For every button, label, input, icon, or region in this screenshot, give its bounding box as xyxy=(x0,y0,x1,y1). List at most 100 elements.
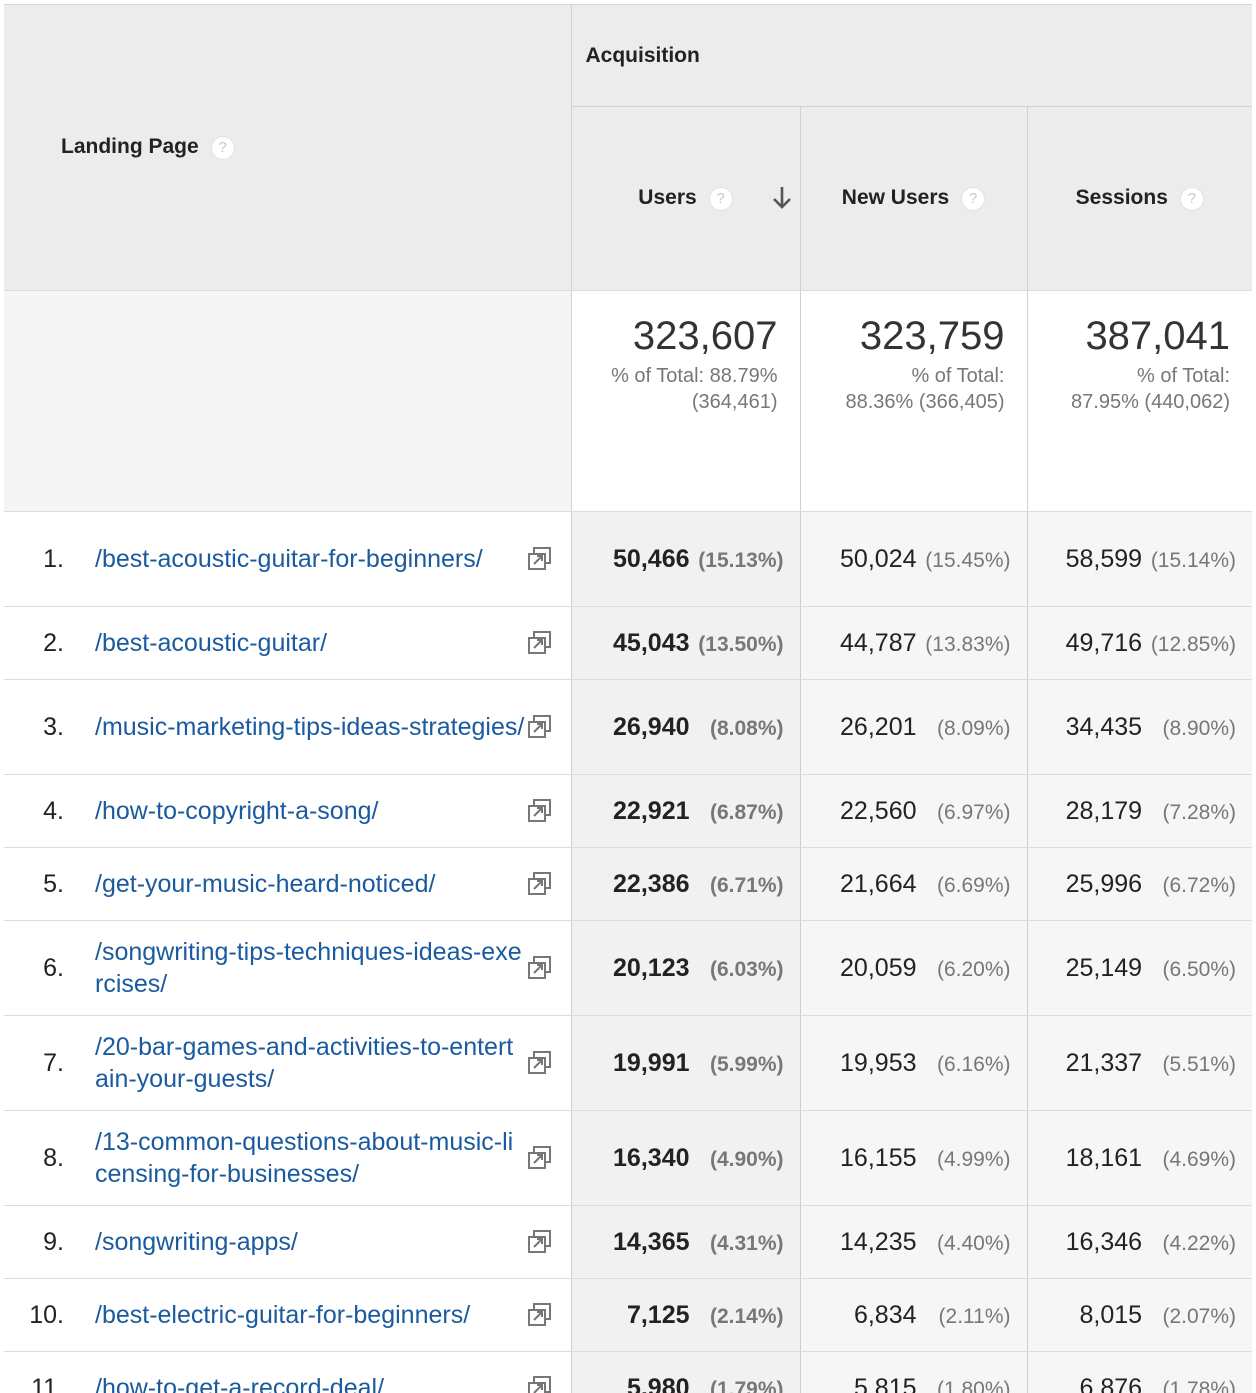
table-row: 7./20-bar-games-and-activities-to-entert… xyxy=(4,1016,1252,1111)
sessions-cell: 16,346(4.22%) xyxy=(1027,1206,1252,1279)
new-users-percent: (6.20%) xyxy=(917,958,1011,982)
new-users-cell: 5,815(1.80%) xyxy=(800,1352,1027,1393)
open-in-new-window-icon[interactable] xyxy=(527,1050,553,1076)
open-in-new-window-icon[interactable] xyxy=(527,714,553,740)
users-cell: 45,043(13.50%) xyxy=(571,607,800,680)
row-index: 11. xyxy=(4,1374,64,1393)
new-users-percent: (6.16%) xyxy=(917,1053,1011,1077)
sessions-percent: (5.51%) xyxy=(1142,1053,1236,1077)
sessions-percent: (4.69%) xyxy=(1142,1148,1236,1172)
open-in-new-window-icon[interactable] xyxy=(527,630,553,656)
landing-page-link[interactable]: /how-to-get-a-record-deal/ xyxy=(95,1372,525,1393)
users-cell: 20,123(6.03%) xyxy=(571,921,800,1016)
users-value: 22,921 xyxy=(613,797,689,825)
landing-page-report: Landing Page? Acquisition Users? New Use… xyxy=(4,4,1252,1393)
sessions-value: 25,996 xyxy=(1066,870,1142,898)
help-icon[interactable]: ? xyxy=(961,187,985,211)
sessions-cell: 28,179(7.28%) xyxy=(1027,775,1252,848)
open-in-new-window-icon[interactable] xyxy=(527,546,553,572)
table-row: 3. /music-marketing-tips-ideas-strategies… xyxy=(4,680,1252,775)
help-icon[interactable]: ? xyxy=(1180,187,1204,211)
sessions-cell: 6,876(1.78%) xyxy=(1027,1352,1252,1393)
new-users-cell: 21,664(6.69%) xyxy=(800,848,1027,921)
help-icon[interactable]: ? xyxy=(709,187,733,211)
landing-page-header[interactable]: Landing Page? xyxy=(4,5,571,291)
landing-page-link[interactable]: /songwriting-apps/ xyxy=(95,1226,525,1258)
sessions-cell: 18,161(4.69%) xyxy=(1027,1111,1252,1206)
row-index: 9. xyxy=(4,1228,64,1257)
open-in-new-window-icon[interactable] xyxy=(527,1375,553,1393)
sessions-total-cell: 387,041 % of Total: 87.95% (440,062) xyxy=(1027,291,1252,512)
table-row: 11. /how-to-get-a-record-deal/5,980(1.79%… xyxy=(4,1352,1252,1393)
landing-page-link[interactable]: /best-electric-guitar-for-beginners/ xyxy=(95,1299,525,1331)
new-users-value: 44,787 xyxy=(840,629,916,657)
new-users-header-label: New Users xyxy=(842,186,949,210)
sessions-total-percent: % of Total: xyxy=(1028,363,1231,389)
open-in-new-window-icon[interactable] xyxy=(527,1229,553,1255)
new-users-value: 16,155 xyxy=(840,1144,916,1172)
open-in-new-window-icon[interactable] xyxy=(527,871,553,897)
totals-label-cell xyxy=(4,291,571,512)
open-in-new-window-icon[interactable] xyxy=(527,955,553,981)
landing-page-link[interactable]: /best-acoustic-guitar-for-beginners/ xyxy=(95,543,525,575)
sort-descending-icon[interactable] xyxy=(772,185,792,211)
users-percent: (13.50%) xyxy=(690,633,784,657)
landing-page-cell: 11. /how-to-get-a-record-deal/ xyxy=(4,1352,571,1393)
sessions-percent: (6.72%) xyxy=(1142,874,1236,898)
landing-page-cell: 8. /13-common-questions-about-music-licen… xyxy=(4,1111,571,1206)
new-users-value: 26,201 xyxy=(840,713,916,741)
row-index: 2. xyxy=(4,629,64,658)
landing-page-link[interactable]: /get-your-music-heard-noticed/ xyxy=(95,868,525,900)
new-users-percent: (6.69%) xyxy=(917,874,1011,898)
row-index: 3. xyxy=(4,713,64,742)
users-cell: 16,340(4.90%) xyxy=(571,1111,800,1206)
users-cell: 14,365(4.31%) xyxy=(571,1206,800,1279)
new-users-value: 6,834 xyxy=(854,1301,917,1329)
new-users-percent: (1.80%) xyxy=(917,1378,1011,1393)
landing-page-cell: 10. /best-electric-guitar-for-beginners/ xyxy=(4,1279,571,1352)
sessions-value: 21,337 xyxy=(1066,1049,1142,1077)
sessions-value: 18,161 xyxy=(1066,1144,1142,1172)
sessions-cell: 25,149(6.50%) xyxy=(1027,921,1252,1016)
new-users-cell: 26,201(8.09%) xyxy=(800,680,1027,775)
users-percent: (4.90%) xyxy=(690,1148,784,1172)
row-index: 8. xyxy=(4,1144,64,1173)
sessions-percent: (6.50%) xyxy=(1142,958,1236,982)
users-value: 20,123 xyxy=(613,954,689,982)
open-in-new-window-icon[interactable] xyxy=(527,1302,553,1328)
landing-page-cell: 2. /best-acoustic-guitar/ xyxy=(4,607,571,680)
new-users-cell: 19,953(6.16%) xyxy=(800,1016,1027,1111)
new-users-cell: 20,059(6.20%) xyxy=(800,921,1027,1016)
new-users-column-header[interactable]: New Users? xyxy=(800,107,1027,291)
help-icon[interactable]: ? xyxy=(211,136,235,160)
landing-page-link[interactable]: /how-to-copyright-a-song/ xyxy=(95,795,525,827)
new-users-percent: (13.83%) xyxy=(917,633,1011,657)
landing-page-link[interactable]: /songwriting-tips-techniques-ideas-exerc… xyxy=(95,936,525,1000)
new-users-total-percent: % of Total: xyxy=(801,363,1005,389)
new-users-value: 21,664 xyxy=(840,870,916,898)
landing-page-link[interactable]: /20-bar-games-and-activities-to-entertai… xyxy=(95,1031,525,1095)
landing-page-link[interactable]: /13-common-questions-about-music-licensi… xyxy=(95,1126,525,1190)
users-value: 5,980 xyxy=(627,1374,690,1393)
users-cell: 7,125(2.14%) xyxy=(571,1279,800,1352)
users-column-header[interactable]: Users? xyxy=(571,107,800,291)
new-users-cell: 22,560(6.97%) xyxy=(800,775,1027,848)
sessions-cell: 49,716(12.85%) xyxy=(1027,607,1252,680)
new-users-cell: 50,024(15.45%) xyxy=(800,512,1027,607)
landing-page-header-label: Landing Page xyxy=(61,135,199,158)
sessions-column-header[interactable]: Sessions? xyxy=(1027,107,1252,291)
row-index: 4. xyxy=(4,797,64,826)
row-index: 10. xyxy=(4,1301,64,1330)
open-in-new-window-icon[interactable] xyxy=(527,798,553,824)
sessions-percent: (7.28%) xyxy=(1142,801,1236,825)
totals-row: 323,607 % of Total: 88.79% (364,461) 323… xyxy=(4,291,1252,512)
users-total-percent: % of Total: 88.79% xyxy=(572,363,778,389)
users-cell: 5,980(1.79%) xyxy=(571,1352,800,1393)
open-in-new-window-icon[interactable] xyxy=(527,1145,553,1171)
landing-page-link[interactable]: /best-acoustic-guitar/ xyxy=(95,627,525,659)
new-users-total-value: 323,759 xyxy=(801,313,1005,359)
landing-page-link[interactable]: /music-marketing-tips-ideas-strategies/ xyxy=(95,711,525,743)
sessions-header-label: Sessions xyxy=(1076,186,1168,210)
new-users-percent: (4.40%) xyxy=(917,1232,1011,1256)
users-percent: (1.79%) xyxy=(690,1378,784,1393)
